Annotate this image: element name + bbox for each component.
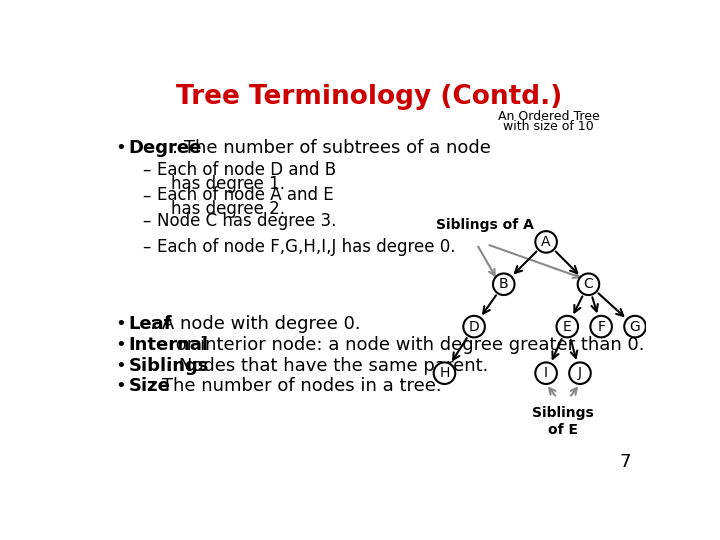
Text: Internal: Internal [129, 336, 209, 354]
Circle shape [536, 231, 557, 253]
Text: An Ordered Tree: An Ordered Tree [498, 110, 599, 123]
Text: A: A [541, 235, 551, 249]
Circle shape [570, 362, 590, 384]
Text: J: J [578, 366, 582, 380]
Text: B: B [499, 277, 508, 291]
Text: 7: 7 [619, 454, 631, 471]
Circle shape [557, 316, 578, 338]
Text: Siblings
of E: Siblings of E [532, 406, 594, 437]
Text: with size of 10: with size of 10 [503, 120, 594, 133]
Text: : Nodes that have the same parent.: : Nodes that have the same parent. [167, 356, 489, 375]
Circle shape [464, 316, 485, 338]
Text: has degree 2.: has degree 2. [171, 200, 285, 218]
Circle shape [577, 273, 599, 295]
Text: : The number of subtrees of a node: : The number of subtrees of a node [172, 139, 491, 158]
Text: has degree 1.: has degree 1. [171, 175, 285, 193]
Circle shape [433, 362, 455, 384]
Text: Node C has degree 3.: Node C has degree 3. [157, 212, 337, 230]
Text: G: G [630, 320, 640, 334]
Text: •: • [115, 315, 126, 333]
Circle shape [493, 273, 515, 295]
Text: F: F [597, 320, 605, 334]
Text: Tree Terminology (Contd.): Tree Terminology (Contd.) [176, 84, 562, 110]
Text: –: – [142, 186, 150, 205]
Circle shape [590, 316, 612, 338]
Text: or interior node: a node with degree greater than 0.: or interior node: a node with degree gre… [170, 336, 644, 354]
Text: Size: Size [129, 377, 171, 395]
Text: –: – [142, 212, 150, 230]
Text: •: • [115, 336, 126, 354]
Text: D: D [469, 320, 480, 334]
Circle shape [536, 362, 557, 384]
Text: E: E [563, 320, 572, 334]
Text: Siblings of A: Siblings of A [436, 218, 534, 232]
Text: C: C [584, 277, 593, 291]
Text: : A node with degree 0.: : A node with degree 0. [150, 315, 361, 333]
Text: Leaf: Leaf [129, 315, 172, 333]
Text: •: • [115, 377, 126, 395]
Text: : The number of nodes in a tree.: : The number of nodes in a tree. [150, 377, 442, 395]
Text: H: H [439, 366, 450, 380]
Text: –: – [142, 238, 150, 256]
Text: Degree: Degree [129, 139, 202, 158]
Text: I: I [544, 366, 548, 380]
Text: Siblings: Siblings [129, 356, 209, 375]
Text: –: – [142, 161, 150, 179]
Text: •: • [115, 356, 126, 375]
Circle shape [624, 316, 646, 338]
Text: Each of node D and B: Each of node D and B [157, 161, 336, 179]
Text: Each of node F,G,H,I,J has degree 0.: Each of node F,G,H,I,J has degree 0. [157, 238, 456, 256]
Text: Each of node A and E: Each of node A and E [157, 186, 334, 205]
Text: •: • [115, 139, 126, 158]
